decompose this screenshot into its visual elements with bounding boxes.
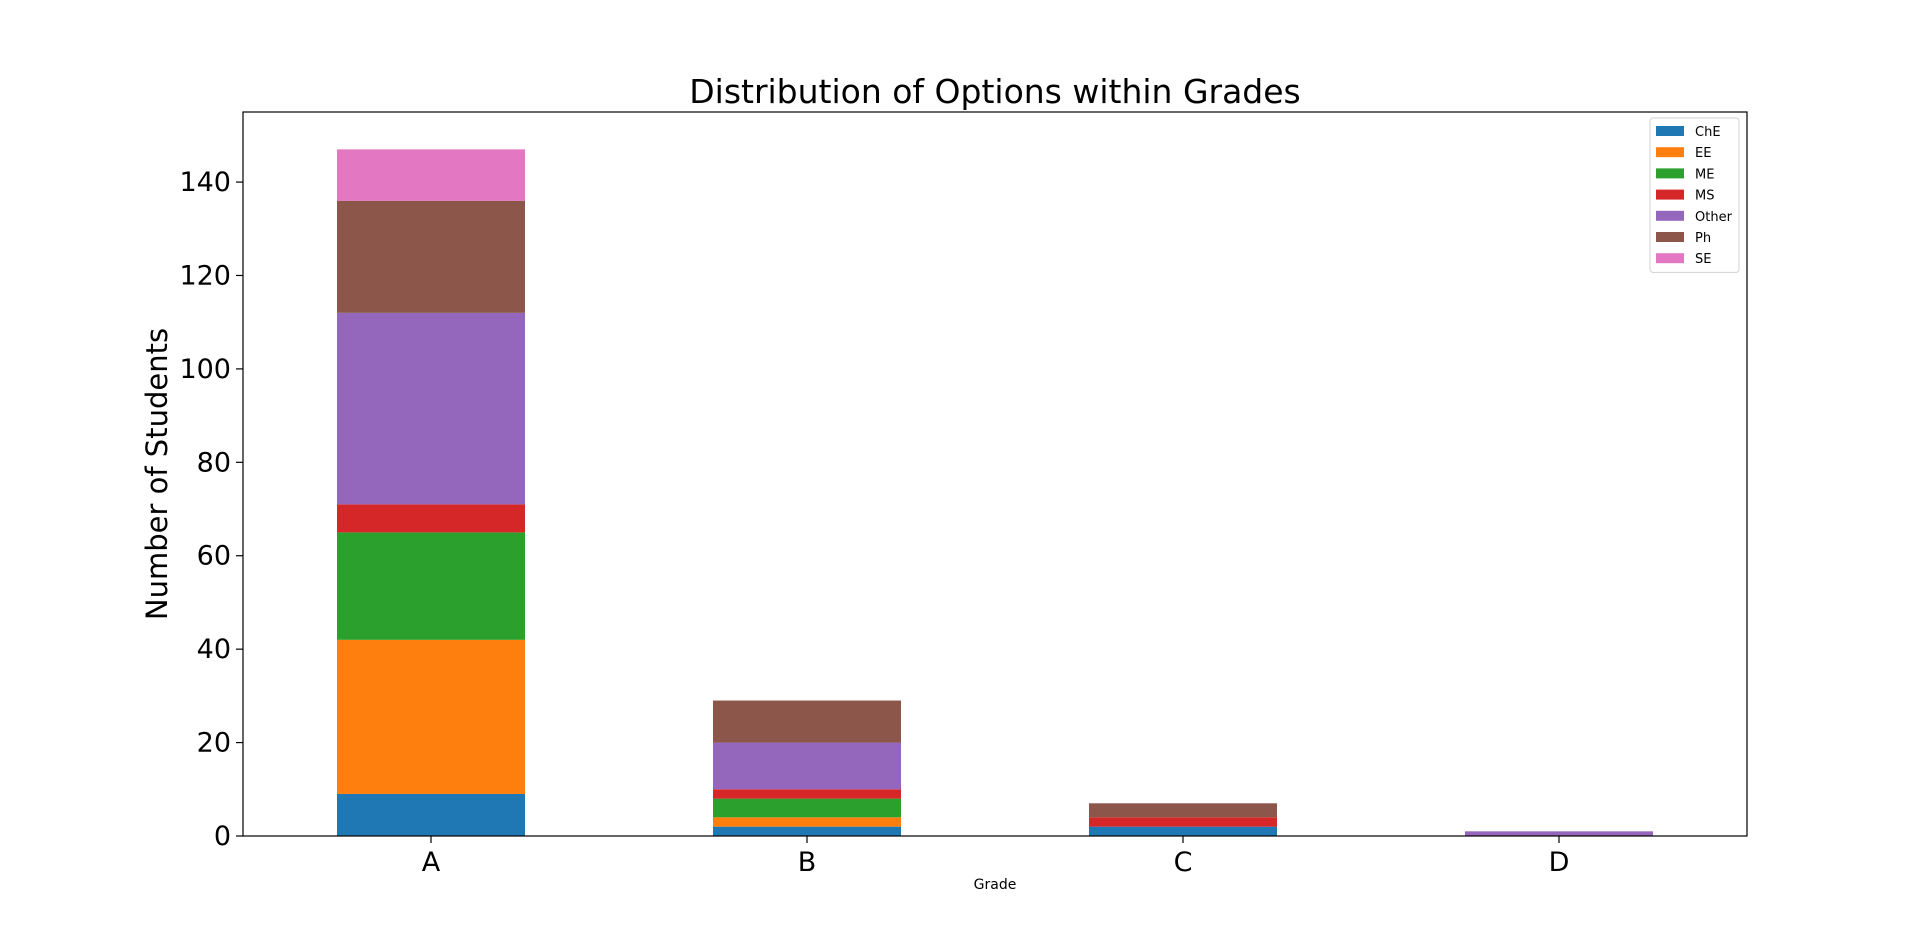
legend-item-other: Other [1656, 210, 1733, 225]
y-tick-label: 0 [214, 821, 231, 852]
bar-a-ms [337, 504, 525, 533]
legend-swatch [1656, 147, 1684, 158]
x-tick-label: D [1549, 847, 1570, 878]
bar-b-che [713, 826, 901, 836]
legend-swatch [1656, 232, 1684, 242]
y-tick-label: 100 [179, 354, 231, 385]
legend-swatch [1656, 253, 1684, 264]
x-tick-label: B [798, 847, 817, 878]
legend-label: ME [1695, 167, 1714, 182]
legend-label: ChE [1695, 125, 1721, 140]
legend-label: Other [1695, 210, 1733, 225]
x-tick-label: A [422, 847, 441, 878]
bar-c-che [1089, 826, 1277, 836]
bar-b-other [713, 742, 901, 790]
y-tick-label: 80 [197, 447, 231, 478]
bar-d-other [1465, 831, 1653, 836]
y-tick-label: 60 [197, 541, 231, 572]
legend-swatch [1656, 189, 1684, 200]
legend-swatch [1656, 168, 1684, 179]
y-axis: 0 20 40 60 80 100 120 140 [179, 167, 243, 852]
legend-label: Ph [1695, 231, 1711, 246]
bar-b-ph [713, 700, 901, 743]
legend-label: SE [1695, 252, 1711, 267]
bar-a-ph [337, 200, 525, 313]
bar-a-other [337, 312, 525, 505]
bar-b-ms [713, 789, 901, 799]
legend-item-ph: Ph [1656, 231, 1711, 246]
legend-label: EE [1695, 146, 1711, 161]
bar-b-me [713, 798, 901, 818]
bar-c-ms [1089, 817, 1277, 827]
legend-item-ms: MS [1656, 189, 1714, 204]
legend-item-che: ChE [1656, 125, 1721, 140]
bars-layer [337, 149, 1653, 836]
bar-c-ph [1089, 803, 1277, 818]
legend-item-me: ME [1656, 167, 1714, 182]
bar-a-se [337, 149, 525, 201]
y-tick-label: 20 [197, 728, 231, 759]
y-axis-label: Number of Students [140, 328, 174, 620]
legend: ChE EE ME MS Other Ph SE [1649, 117, 1740, 273]
legend-swatch [1656, 126, 1684, 136]
y-tick-label: 120 [179, 260, 231, 291]
bar-b-ee [713, 817, 901, 827]
x-tick-label: C [1174, 847, 1193, 878]
bar-a-me [337, 532, 525, 640]
legend-item-ee: EE [1656, 146, 1711, 161]
y-tick-label: 40 [197, 634, 231, 665]
legend-swatch [1656, 210, 1684, 221]
x-axis-label: Grade [974, 877, 1017, 893]
x-axis: A B C D [422, 836, 1570, 878]
y-tick-label: 140 [179, 167, 231, 198]
bar-a-che [337, 793, 525, 836]
plot-frame [242, 111, 1748, 837]
legend-item-se: SE [1656, 252, 1711, 267]
chart-title: Distribution of Options within Grades [689, 72, 1301, 111]
bar-a-ee [337, 639, 525, 794]
legend-label: MS [1695, 189, 1714, 204]
